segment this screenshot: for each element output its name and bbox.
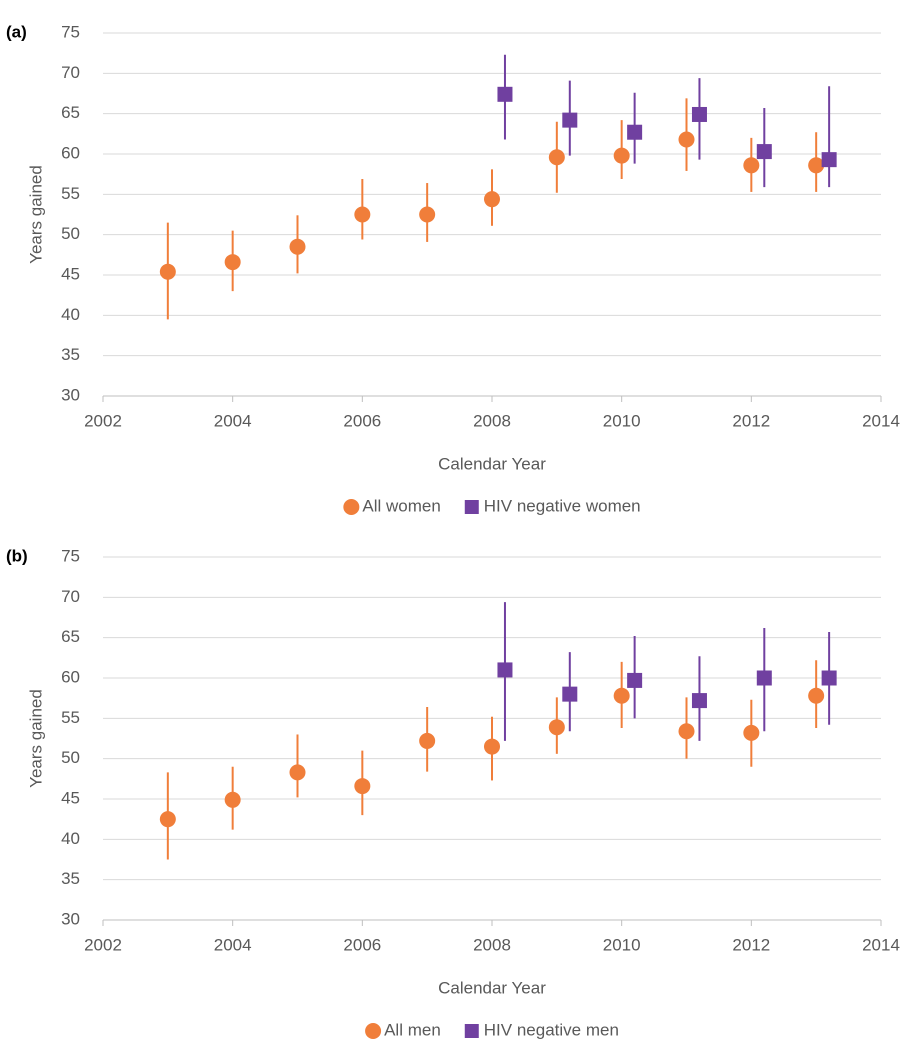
point — [289, 764, 306, 781]
y-tick-label: 60 — [61, 667, 80, 686]
x-axis-label: Calendar Year — [438, 978, 546, 997]
point — [808, 157, 825, 174]
point — [159, 263, 176, 280]
point — [678, 723, 695, 740]
x-tick-label: 2012 — [732, 411, 770, 430]
point — [224, 254, 241, 271]
x-tick-label: 2004 — [214, 935, 252, 954]
x-tick-label: 2008 — [473, 411, 511, 430]
legend-marker — [464, 500, 479, 514]
point — [678, 131, 695, 148]
y-tick-label: 45 — [61, 264, 80, 283]
y-tick-label: 35 — [61, 869, 80, 888]
point — [159, 811, 176, 828]
point — [354, 778, 371, 795]
y-tick-label: 75 — [61, 22, 80, 41]
legend-label: HIV negative women — [484, 496, 641, 515]
y-tick-label: 75 — [61, 546, 80, 565]
point — [627, 672, 643, 688]
y-tick-label: 70 — [61, 63, 80, 82]
legend-label: All men — [384, 1020, 441, 1039]
y-axis-label: Years gained — [26, 165, 45, 264]
y-tick-label: 50 — [61, 224, 80, 243]
point — [289, 238, 306, 255]
x-tick-label: 2004 — [214, 411, 252, 430]
point — [562, 112, 578, 128]
point — [743, 724, 760, 741]
point — [497, 662, 513, 678]
y-tick-label: 65 — [61, 627, 80, 646]
legend-marker — [365, 1023, 382, 1039]
point — [613, 687, 630, 704]
legend-label: HIV negative men — [484, 1020, 619, 1039]
x-tick-label: 2006 — [343, 411, 381, 430]
point — [756, 670, 772, 686]
y-tick-label: 60 — [61, 143, 80, 162]
y-tick-label: 35 — [61, 345, 80, 364]
point — [484, 738, 500, 755]
panel-label: (b) — [6, 546, 28, 565]
y-tick-label: 70 — [61, 587, 80, 606]
x-axis-label: Calendar Year — [438, 454, 546, 473]
point — [548, 149, 565, 166]
point — [562, 686, 578, 702]
y-tick-label: 40 — [61, 829, 80, 848]
x-tick-label: 2010 — [603, 411, 641, 430]
x-tick-label: 2012 — [732, 935, 770, 954]
y-tick-label: 55 — [61, 184, 80, 203]
y-tick-label: 30 — [61, 909, 80, 928]
point — [497, 86, 513, 102]
point — [419, 732, 436, 749]
y-tick-label: 40 — [61, 305, 80, 324]
point — [808, 687, 825, 704]
x-tick-label: 2006 — [343, 935, 381, 954]
legend: All men HIV negative men — [365, 1020, 619, 1039]
x-tick-label: 2002 — [84, 935, 122, 954]
point — [756, 144, 772, 160]
x-tick-label: 2014 — [862, 411, 900, 430]
point — [743, 157, 760, 174]
point — [354, 206, 371, 223]
point — [548, 719, 565, 736]
x-tick-label: 2008 — [473, 935, 511, 954]
point — [224, 791, 241, 808]
y-axis-label: Years gained — [26, 689, 45, 788]
point — [691, 106, 707, 122]
y-tick-label: 45 — [61, 788, 80, 807]
legend-marker — [343, 499, 360, 515]
point — [484, 191, 500, 208]
x-tick-label: 2014 — [862, 935, 900, 954]
point — [691, 693, 707, 709]
point — [613, 147, 630, 164]
legend-marker — [464, 1024, 479, 1038]
y-tick-label: 65 — [61, 103, 80, 122]
point — [627, 124, 643, 140]
y-tick-label: 50 — [61, 748, 80, 767]
legend-label: All women — [362, 496, 440, 515]
x-tick-label: 2010 — [603, 935, 641, 954]
x-tick-label: 2002 — [84, 411, 122, 430]
y-tick-label: 30 — [61, 385, 80, 404]
panel-label: (a) — [6, 22, 27, 41]
point — [419, 206, 436, 223]
point — [821, 152, 837, 168]
point — [821, 670, 837, 686]
legend: All women HIV negative women — [343, 496, 641, 515]
y-tick-label: 55 — [61, 708, 80, 727]
